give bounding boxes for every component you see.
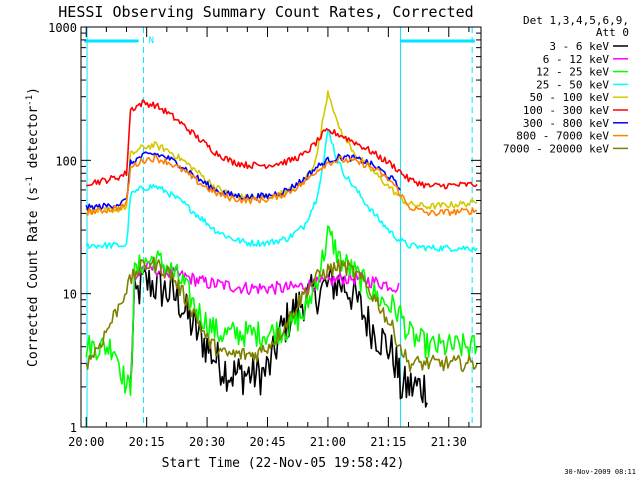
x-tick-label: 20:45 (249, 435, 285, 449)
x-tick-label: 21:30 (431, 435, 467, 449)
night-label: N (149, 36, 154, 46)
x-tick-label: 20:00 (68, 435, 104, 449)
series-line (86, 128, 478, 252)
timestamp: 30-Nov-2009 08:11 (564, 468, 636, 476)
x-tick-label: 20:15 (129, 435, 165, 449)
legend-header-line-2: Att 0 (596, 26, 629, 39)
legend-entry-label: 25 - 50 keV (536, 78, 609, 91)
series-line (85, 151, 401, 212)
chart-title: HESSI Observing Summary Count Rates, Cor… (58, 3, 473, 21)
x-tick-label: 20:30 (189, 435, 225, 449)
y-axis-label-part: Corrected Count Rate (s (26, 187, 41, 367)
legend-entry-label: 3 - 6 keV (549, 40, 609, 53)
series-line (85, 90, 478, 215)
y-tick-label: 100 (55, 154, 77, 168)
axes: 1 10 100 1000 20:00 20:15 20:30 20:45 21:00 21:15… (48, 21, 481, 449)
series-line (85, 154, 478, 217)
series-line (85, 225, 478, 397)
plot-marks: N (84, 27, 478, 427)
legend-entry-label: 300 - 800 keV (523, 117, 609, 130)
series-line (85, 256, 478, 373)
legend-entry-label: 7000 - 20000 keV (503, 142, 609, 155)
y-tick-label: 1000 (48, 21, 77, 35)
x-axis-label: Start Time (22-Nov-05 19:58:42) (162, 456, 405, 471)
y-axis-label-part: ) (26, 87, 41, 95)
y-axis-label: Corrected Count Rate (s-1 detector-1) (25, 87, 41, 367)
series-line (86, 99, 478, 190)
x-tick-label: 21:00 (310, 435, 346, 449)
y-tick-label: 10 (63, 288, 77, 302)
y-axis-label-superscript: -1 (25, 176, 35, 187)
y-tick-label: 1 (70, 421, 77, 435)
legend-header-line-1: Det 1,3,4,5,6,9, (523, 14, 629, 27)
x-tick-label: 21:15 (370, 435, 406, 449)
plot-frame (80, 26, 482, 428)
legend-entry-label: 100 - 300 keV (523, 104, 609, 117)
legend-entry-label: 6 - 12 keV (543, 53, 610, 66)
legend-entry-label: 12 - 25 keV (536, 66, 609, 79)
y-axis-label-superscript: -1 (25, 95, 35, 106)
legend-entry-label: 50 - 100 keV (530, 91, 610, 104)
legend-entry-label: 800 - 7000 keV (516, 130, 609, 143)
y-axis-label-part: detector (26, 106, 41, 177)
